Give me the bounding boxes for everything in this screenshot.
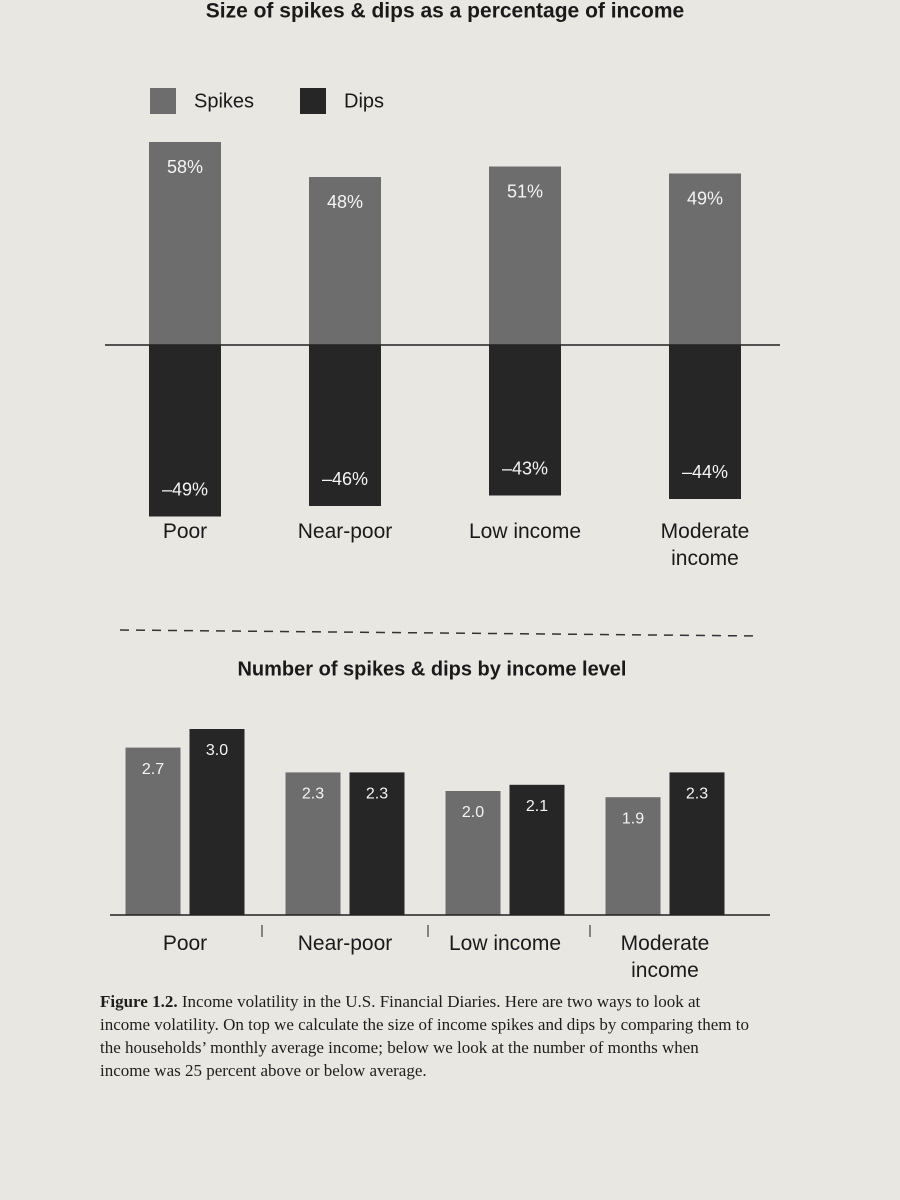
bar (125, 747, 181, 915)
bar (309, 345, 381, 506)
category-label: Low income (448, 932, 562, 955)
value-label: 2.3 (686, 786, 708, 803)
figure-caption: Figure 1.2. Income volatility in the U.S… (100, 990, 750, 1082)
bar (669, 173, 741, 345)
bar (349, 772, 405, 915)
category-label: Moderate income (620, 932, 710, 982)
value-label: 51% (507, 181, 543, 201)
category-label: Moderate income (660, 520, 750, 570)
value-label: –44% (682, 462, 728, 482)
value-label: 2.0 (462, 804, 484, 821)
legend-swatch (300, 88, 326, 114)
bar (309, 177, 381, 345)
value-label: 58% (167, 157, 203, 177)
category-label: Low income (468, 520, 582, 543)
bar (669, 345, 741, 499)
value-label: –46% (322, 469, 368, 489)
bar (489, 345, 561, 496)
legend-label: Spikes (194, 90, 254, 112)
bar (445, 791, 501, 915)
category-label: Near-poor (297, 932, 393, 955)
legend-label: Dips (344, 90, 384, 112)
bar (285, 772, 341, 915)
chart-title: Number of spikes & dips by income level (237, 658, 626, 680)
value-label: 49% (687, 188, 723, 208)
value-label: 2.7 (142, 761, 164, 778)
value-label: –49% (162, 479, 208, 499)
chart-title: Size of spikes & dips as a percentage of… (206, 0, 685, 23)
bar (605, 797, 661, 915)
category-label: Poor (162, 520, 208, 543)
category-label: Near-poor (297, 520, 393, 543)
value-label: 2.3 (366, 786, 388, 803)
caption-text: Income volatility in the U.S. Financial … (100, 992, 749, 1080)
divider (119, 629, 761, 637)
bar (509, 784, 565, 915)
bar (489, 166, 561, 345)
value-label: 2.3 (302, 786, 324, 803)
value-label: 48% (327, 192, 363, 212)
value-label: 1.9 (622, 810, 644, 827)
value-label: –43% (502, 458, 548, 478)
value-label: 2.1 (526, 798, 548, 815)
category-label: Poor (162, 932, 208, 955)
bar (189, 729, 245, 915)
value-label: 3.0 (206, 742, 228, 759)
legend-swatch (150, 88, 176, 114)
bar (149, 345, 221, 517)
caption-label: Figure 1.2. (100, 992, 178, 1011)
bar (669, 772, 725, 915)
bar (149, 142, 221, 345)
